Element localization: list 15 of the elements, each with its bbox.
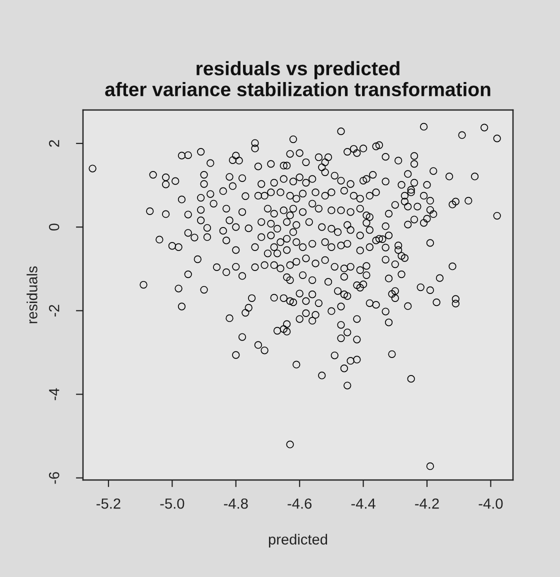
x-axis-title: predicted bbox=[268, 534, 328, 548]
y-tick-label: 0 bbox=[48, 224, 60, 231]
x-tick-label: -4.8 bbox=[224, 498, 248, 509]
x-tick-label: -5.0 bbox=[160, 498, 184, 509]
x-tick-label: -4.0 bbox=[478, 498, 503, 509]
chart-title: residuals vs predicted after variance stabilization transformation bbox=[105, 61, 490, 96]
y-tick-label: -6 bbox=[48, 472, 60, 484]
y-axis-title: residuals bbox=[26, 266, 38, 324]
y-tick-label: -4 bbox=[49, 388, 60, 400]
x-tick-label: -4.2 bbox=[415, 498, 439, 509]
x-tick-label: -5.2 bbox=[96, 498, 120, 509]
y-tick-label: -2 bbox=[48, 304, 60, 317]
y-tick-label: 2 bbox=[48, 140, 60, 147]
x-tick-label: -4.4 bbox=[351, 498, 376, 509]
x-tick-label: -4.6 bbox=[288, 498, 312, 509]
